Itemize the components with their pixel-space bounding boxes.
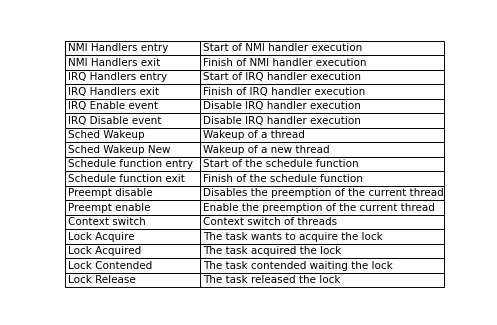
Text: IRQ Handlers entry: IRQ Handlers entry [68,72,167,82]
Bar [65,113,200,128]
Bar [65,200,200,215]
Bar [65,128,200,142]
Text: Disable IRQ handler execution: Disable IRQ handler execution [203,116,361,126]
Bar [200,186,444,200]
Text: Disables the preemption of the current thread: Disables the preemption of the current t… [203,188,444,198]
Text: Preempt disable: Preempt disable [68,188,153,198]
Text: Wakeup of a thread: Wakeup of a thread [203,130,305,140]
Text: Start of the schedule function: Start of the schedule function [203,159,358,169]
Bar [65,244,200,258]
Text: The task acquired the lock: The task acquired the lock [203,246,341,256]
Text: Sched Wakeup: Sched Wakeup [68,130,145,140]
Text: Context switch of threads: Context switch of threads [203,217,337,227]
Bar [200,142,444,157]
Text: Disable IRQ handler execution: Disable IRQ handler execution [203,101,361,111]
Text: NMI Handlers exit: NMI Handlers exit [68,58,161,68]
Bar [65,229,200,244]
Bar [200,84,444,99]
Bar [200,244,444,258]
Bar [200,258,444,273]
Text: Context switch: Context switch [68,217,146,227]
Bar [65,258,200,273]
Bar [65,186,200,200]
Text: Start of NMI handler execution: Start of NMI handler execution [203,43,362,53]
Bar [65,142,200,157]
Text: The task wants to acquire the lock: The task wants to acquire the lock [203,231,383,241]
Bar [65,41,200,56]
Text: Sched Wakeup New: Sched Wakeup New [68,145,171,155]
Bar [200,157,444,171]
Text: Start of IRQ handler execution: Start of IRQ handler execution [203,72,361,82]
Bar [200,215,444,229]
Bar [200,41,444,56]
Bar [65,99,200,113]
Bar [200,128,444,142]
Text: Lock Contended: Lock Contended [68,261,153,270]
Bar [200,171,444,186]
Bar [200,113,444,128]
Bar [65,215,200,229]
Text: IRQ Disable event: IRQ Disable event [68,116,162,126]
Text: Enable the preemption of the current thread: Enable the preemption of the current thr… [203,202,435,213]
Bar [200,200,444,215]
Text: IRQ Handlers exit: IRQ Handlers exit [68,87,159,97]
Bar [200,99,444,113]
Text: The task released the lock: The task released the lock [203,275,340,285]
Bar [65,70,200,84]
Text: Lock Release: Lock Release [68,275,136,285]
Text: Schedule function exit: Schedule function exit [68,174,185,184]
Text: Finish of NMI handler execution: Finish of NMI handler execution [203,58,366,68]
Bar [200,273,444,287]
Text: Finish of IRQ handler execution: Finish of IRQ handler execution [203,87,365,97]
Bar [200,229,444,244]
Text: Finish of the schedule function: Finish of the schedule function [203,174,363,184]
Text: IRQ Enable event: IRQ Enable event [68,101,158,111]
Text: Schedule function entry: Schedule function entry [68,159,193,169]
Bar [65,84,200,99]
Text: The task contended waiting the lock: The task contended waiting the lock [203,261,393,270]
Text: Wakeup of a new thread: Wakeup of a new thread [203,145,330,155]
Text: Preempt enable: Preempt enable [68,202,151,213]
Text: Lock Acquire: Lock Acquire [68,231,135,241]
Bar [65,273,200,287]
Bar [65,157,200,171]
Text: NMI Handlers entry: NMI Handlers entry [68,43,168,53]
Bar [65,171,200,186]
Bar [200,70,444,84]
Bar [200,56,444,70]
Text: Lock Acquired: Lock Acquired [68,246,142,256]
Bar [65,56,200,70]
